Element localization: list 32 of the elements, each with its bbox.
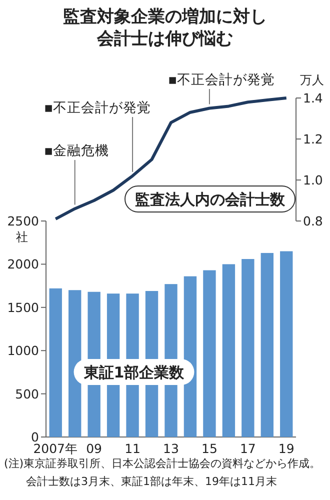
y-axis-title: 社: [16, 230, 28, 244]
text: ▪不正会計が発覚: [168, 72, 276, 88]
bar: [49, 288, 62, 437]
series-label: 監査法人内の会計士数: [135, 190, 286, 208]
bar: [68, 290, 82, 437]
bar: [280, 251, 293, 437]
annotation: ▪不正会計が発覚: [44, 100, 152, 116]
x-tick-label: 17: [240, 441, 256, 456]
x-tick-label: 19: [278, 441, 294, 456]
bar: [222, 264, 236, 437]
y-tick-label: 0.8: [303, 214, 323, 228]
y-tick-label: 2000: [7, 256, 40, 272]
y-tick-label: 1500: [7, 300, 40, 315]
y-tick-label: 1.0: [303, 172, 323, 188]
bar: [242, 259, 254, 437]
x-tick-label: 15: [202, 441, 218, 456]
bar: [203, 270, 216, 437]
y-axis-title: 万人: [300, 73, 324, 87]
series-label: 東証1部企業数: [82, 364, 186, 382]
x-tick-label: 11: [124, 441, 140, 456]
line-series: [54, 96, 288, 220]
y-tick-label: 1000: [7, 343, 40, 358]
chart-title: 監査対象企業の増加に対し会計士は伸び悩む: [63, 6, 267, 49]
annotation: ▪金融危機: [44, 143, 110, 159]
x-tick-label: 13: [163, 441, 179, 456]
y-tick-label: 1.4: [303, 90, 323, 106]
y-tick-label: 1.2: [303, 132, 323, 146]
y-tick-label: 500: [15, 386, 40, 402]
y-tick-label: 2500: [7, 214, 40, 228]
bar: [260, 252, 274, 437]
x-tick-label: 09: [86, 441, 102, 456]
text: (注)東京証券取引所、日本公認会計士協会の資料などから作成。会計士数は3月末、東証1部は年末、19年は11月末: [4, 457, 321, 488]
